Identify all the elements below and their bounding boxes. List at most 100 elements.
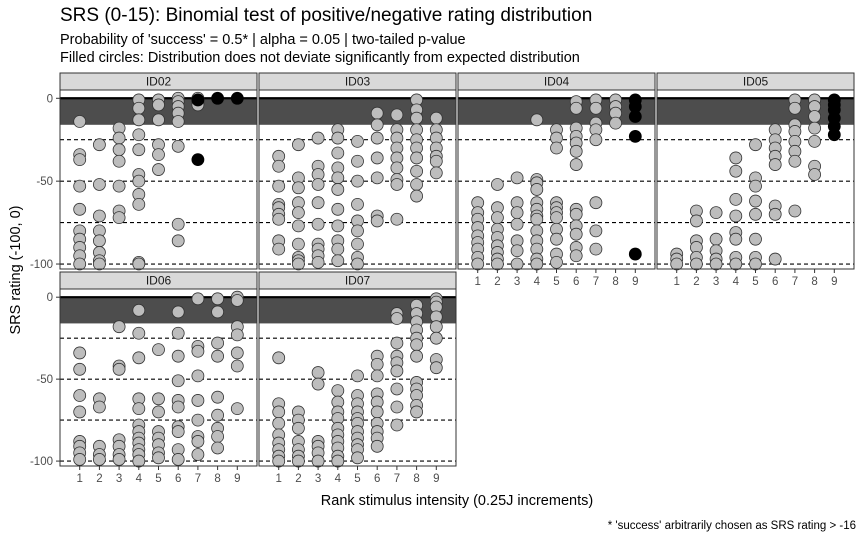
data-point (351, 237, 364, 251)
data-point (729, 232, 743, 246)
data-point (311, 196, 325, 210)
data-point (490, 178, 504, 191)
footnote-caption: * 'success' arbitrarily chosen as SRS ra… (607, 520, 856, 532)
data-point (171, 326, 185, 340)
data-point (311, 377, 325, 391)
x-tick-label: 7 (394, 473, 400, 485)
data-point (569, 207, 583, 221)
data-point (152, 405, 165, 419)
data-point (410, 338, 424, 352)
data-point (351, 134, 364, 148)
data-point (589, 224, 603, 238)
data-point (291, 237, 305, 251)
data-point (291, 181, 305, 195)
data-point (351, 197, 364, 211)
data-point (569, 101, 583, 115)
data-point (429, 154, 443, 168)
data-point (152, 113, 165, 127)
data-point (191, 448, 205, 461)
data-point (390, 336, 404, 350)
x-tick-label: 2 (693, 276, 699, 288)
x-tick-label: 5 (354, 473, 360, 485)
data-point (530, 257, 544, 271)
data-point (390, 400, 404, 414)
data-point (73, 115, 87, 128)
data-point (550, 255, 563, 269)
data-point (410, 164, 424, 178)
data-point (729, 192, 743, 206)
data-point (768, 252, 782, 266)
data-point (331, 171, 345, 185)
data-point (351, 174, 364, 188)
y-axis-title: SRS rating (-100, 0) (8, 206, 24, 335)
data-point (211, 390, 225, 404)
data-point (331, 219, 345, 233)
data-point (291, 206, 305, 220)
data-point (331, 202, 345, 216)
data-point (272, 405, 286, 419)
filled-data-point (191, 153, 205, 167)
data-point (709, 257, 723, 271)
data-point (749, 257, 762, 271)
data-point (569, 144, 583, 158)
data-point (171, 425, 185, 438)
data-point (690, 214, 703, 228)
data-point (291, 257, 305, 271)
data-point (211, 305, 225, 319)
data-point (272, 179, 286, 193)
filled-data-point (628, 110, 642, 123)
data-point (729, 209, 743, 223)
data-point (370, 171, 384, 185)
x-tick-label: 1 (673, 276, 679, 288)
data-point (112, 131, 126, 145)
x-tick-label: 8 (811, 276, 817, 288)
x-tick-label: 1 (474, 276, 480, 288)
data-point (370, 439, 384, 453)
data-point (112, 320, 126, 334)
data-point (93, 209, 106, 223)
data-point (550, 232, 563, 246)
data-point (211, 430, 225, 443)
data-point (530, 183, 544, 196)
data-point (112, 453, 126, 466)
data-point (191, 413, 205, 427)
data-point (589, 242, 603, 256)
x-tick-label: 9 (433, 473, 439, 485)
data-point (331, 384, 345, 398)
data-point (171, 453, 185, 466)
data-point (93, 400, 106, 414)
data-point (291, 138, 305, 152)
data-point (73, 346, 87, 360)
data-point (291, 219, 305, 233)
success-region-band (259, 297, 456, 324)
x-tick-label: 6 (175, 473, 181, 485)
data-point (171, 115, 185, 128)
data-point (510, 171, 524, 185)
data-point (429, 166, 443, 180)
data-point (808, 110, 821, 123)
filled-data-point (191, 93, 205, 107)
x-tick-label: 1 (275, 473, 281, 485)
data-point (211, 292, 225, 306)
data-point (410, 111, 424, 125)
x-tick-label: 9 (234, 473, 240, 485)
data-point (171, 217, 185, 231)
data-point (132, 303, 146, 317)
subtitle-line-2: Filled circles: Distribution does not de… (60, 50, 580, 66)
data-point (272, 242, 286, 256)
y-tick-label: -50 (36, 374, 53, 386)
data-point (191, 394, 205, 407)
data-point (93, 178, 106, 191)
data-point (808, 134, 821, 148)
data-point (152, 148, 165, 162)
x-tick-label: 2 (295, 473, 301, 485)
subtitle-line-1: Probability of 'success' = 0.5* | alpha … (60, 32, 466, 48)
x-axis-title: Rank stimulus intensity (0.25J increment… (321, 493, 593, 509)
x-tick-label: 3 (315, 473, 321, 485)
data-point (410, 151, 424, 165)
data-point (370, 151, 384, 165)
x-tick-label: 7 (593, 276, 599, 288)
filled-data-point (628, 247, 642, 261)
data-point (152, 343, 165, 357)
data-point (132, 454, 146, 468)
